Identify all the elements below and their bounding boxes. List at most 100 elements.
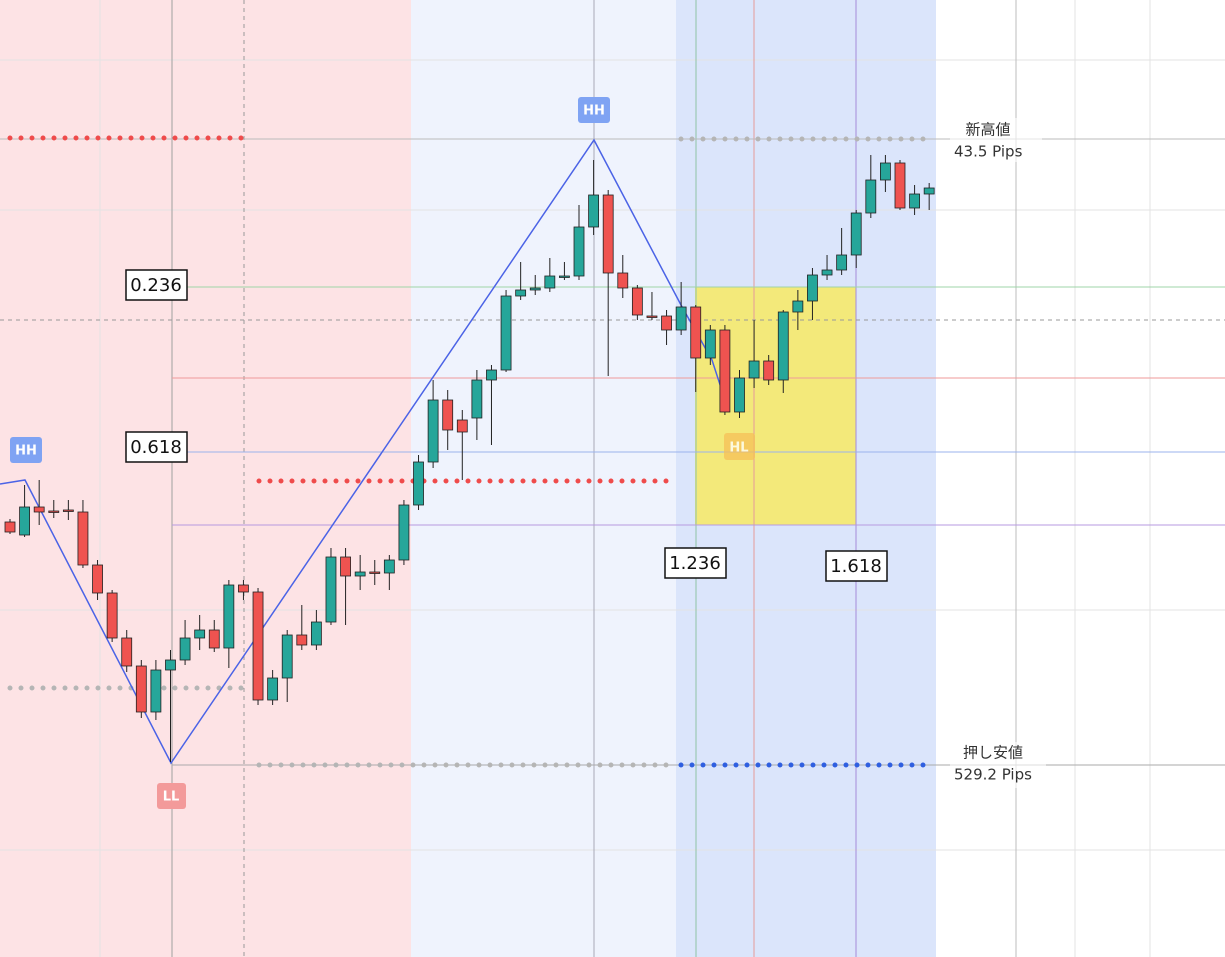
fib-label: 1.236 [664, 547, 727, 579]
candle-body [194, 629, 206, 639]
candle-body [19, 506, 30, 536]
candle-body [486, 369, 497, 381]
badge-text: HL [729, 441, 748, 456]
candle-body [165, 659, 176, 671]
annotation: 押し安値 [963, 744, 1023, 762]
pivot-badge: HL [724, 433, 755, 460]
annotation: 529.2 Pips [954, 766, 1032, 784]
candle-body [413, 461, 424, 506]
candle-body [544, 275, 556, 289]
fib-zone [695, 287, 856, 525]
candle-body [529, 287, 541, 291]
badge-text: LL [163, 790, 180, 805]
candle-body [850, 212, 862, 256]
candle-body [398, 504, 410, 561]
bear-zone [0, 0, 411, 957]
candle-body [559, 275, 570, 278]
candle-body [106, 592, 118, 639]
candle-body [340, 556, 351, 577]
badge-box [578, 97, 610, 123]
candle-body [690, 306, 702, 359]
candle-body [456, 419, 468, 433]
note-bg [950, 118, 1042, 162]
candle-body [865, 179, 877, 214]
candle-body [442, 399, 454, 431]
candle-body [369, 571, 381, 574]
candle-body [427, 399, 439, 463]
badge-box [10, 437, 42, 463]
badge-box [724, 433, 755, 460]
candle-body [807, 274, 818, 302]
candle-body [617, 272, 629, 289]
fib-text: 1.618 [830, 556, 882, 577]
fib-text: 0.236 [130, 275, 182, 296]
candle-body [880, 162, 891, 181]
pivot-badge: LL [157, 783, 186, 809]
fib-text: 1.236 [669, 553, 721, 574]
candle-body [238, 584, 249, 593]
candle-body [92, 564, 103, 594]
candle-body [267, 677, 279, 701]
candle-body [354, 571, 366, 577]
fib-label: 0.618 [125, 431, 188, 463]
candle-body [821, 269, 833, 276]
fib-box [125, 431, 188, 463]
candle-body [675, 306, 687, 331]
fib-box [825, 550, 888, 582]
candle-body [4, 521, 16, 533]
zigzag [0, 138, 726, 765]
fib-box [664, 547, 727, 579]
candle-body [836, 254, 848, 271]
candle-body [734, 377, 745, 413]
candle-body [150, 669, 162, 713]
candle-body [763, 360, 775, 381]
candle-body [252, 591, 264, 701]
candle-body [500, 295, 512, 371]
candle-body [208, 629, 220, 649]
candle-body [383, 559, 395, 574]
fib-label: 0.236 [125, 269, 188, 301]
bull-zone [411, 0, 676, 957]
dotted-levels [7, 135, 934, 768]
candle-body [661, 315, 672, 331]
candle-body [777, 311, 789, 381]
candle-body [310, 621, 322, 646]
candle-body [223, 584, 235, 649]
candle-body [77, 511, 89, 566]
fib-box [125, 269, 188, 301]
candle-body [646, 315, 658, 318]
candle-body [573, 226, 585, 277]
badge-text: HH [15, 444, 37, 459]
candle-body [179, 637, 191, 661]
pivot-badge: HH [578, 97, 610, 123]
candle-body [719, 329, 731, 413]
note-bg [950, 742, 1046, 788]
fib-text: 0.618 [130, 437, 182, 458]
badge-text: HH [583, 104, 605, 119]
candle-body [588, 194, 599, 228]
candle-body [602, 194, 614, 274]
annotation: 43.5 Pips [954, 143, 1023, 161]
candle-body [281, 634, 293, 679]
candle-body [909, 193, 920, 209]
candle-body [48, 510, 60, 513]
candle-body [894, 162, 906, 209]
candle-body [135, 665, 147, 713]
candle-body [631, 287, 643, 316]
pivot-badge: HH [10, 437, 42, 463]
candle-body [33, 506, 45, 513]
candle-body [748, 360, 760, 379]
badge-box [157, 783, 186, 809]
candles [4, 155, 935, 762]
annotation: 新高値 [965, 121, 1010, 139]
candle-body [296, 634, 308, 646]
candle-body [515, 289, 527, 297]
fib-label: 1.618 [825, 550, 888, 582]
candle-body [121, 637, 133, 667]
candle-body [704, 329, 716, 359]
candle-body [792, 300, 804, 313]
candle-body [325, 556, 337, 623]
candle-body [62, 509, 74, 512]
